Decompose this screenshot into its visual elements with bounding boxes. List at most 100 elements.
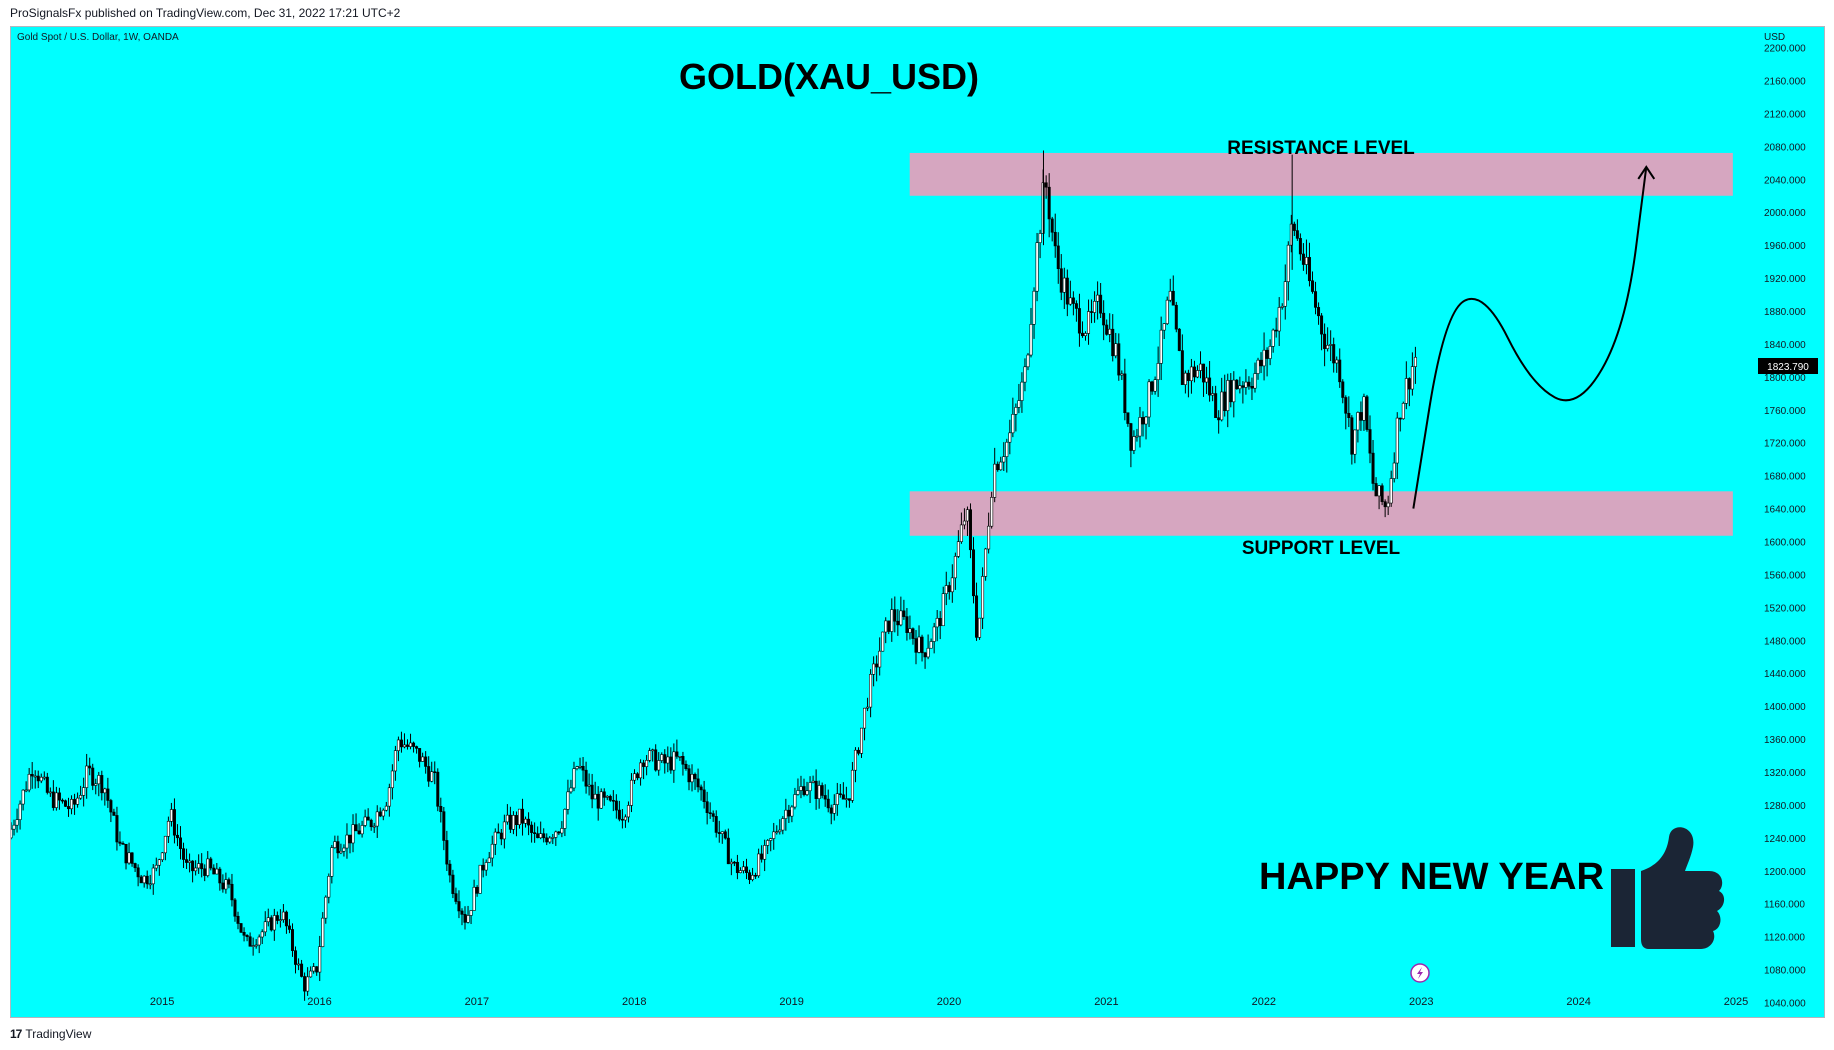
candle-body <box>684 763 688 769</box>
candle-body <box>935 617 939 628</box>
candle-body <box>324 896 328 919</box>
candle-body <box>530 824 534 833</box>
candle-body <box>1174 304 1178 330</box>
candle-body <box>496 831 500 834</box>
candle-body <box>185 859 189 863</box>
candle-body <box>508 814 512 830</box>
candle-body <box>1371 452 1375 484</box>
candle-body <box>354 824 358 832</box>
candle-body <box>993 463 997 498</box>
candle-body <box>757 853 761 877</box>
candle-body <box>881 631 885 652</box>
candle-body <box>287 925 291 930</box>
candle-body <box>254 944 258 947</box>
candle-body <box>590 784 594 800</box>
candle-body <box>409 742 413 747</box>
candle-body <box>1120 373 1124 376</box>
candle-body <box>42 776 46 779</box>
candle-body <box>799 786 803 791</box>
candle-body <box>118 841 122 844</box>
candle-body <box>1250 385 1254 389</box>
candle-body <box>666 756 670 764</box>
candle-body <box>1177 328 1181 351</box>
candle-body <box>1347 412 1351 418</box>
candle-body <box>887 620 891 632</box>
candle-body <box>1413 356 1417 367</box>
currency-label: USD <box>1764 32 1785 43</box>
candle-body <box>1377 485 1381 497</box>
candle-body <box>76 797 80 805</box>
y-tick-label: 1560.000 <box>1764 570 1806 581</box>
support-label: SUPPORT LEVEL <box>1242 538 1401 559</box>
candle-body <box>1350 417 1354 455</box>
y-tick-label: 1240.000 <box>1764 834 1806 845</box>
candle-body <box>1068 297 1072 305</box>
candle-body <box>309 970 313 978</box>
candle-body <box>841 794 845 800</box>
candle-body <box>808 782 812 792</box>
candle-body <box>829 807 833 814</box>
candle-body <box>124 843 128 864</box>
candle-body <box>1108 328 1112 335</box>
candle-body <box>73 799 77 805</box>
candle-body <box>763 845 767 860</box>
candle-body <box>1192 366 1196 378</box>
candle-body <box>67 806 71 810</box>
candle-body <box>962 520 966 526</box>
candle-body <box>1274 329 1278 332</box>
candle-body <box>1083 333 1087 337</box>
x-tick-label: 2018 <box>622 996 646 1008</box>
footer-brand-text: TradingView <box>25 1027 92 1041</box>
candle-body <box>178 837 182 849</box>
candle-body <box>297 963 301 966</box>
candle-body <box>457 901 461 912</box>
candle-body <box>1005 441 1009 457</box>
candle-body <box>1087 311 1091 334</box>
candle-body <box>1208 377 1212 396</box>
candle-body <box>505 814 509 823</box>
candle-body <box>306 976 310 992</box>
candle-body <box>130 852 134 864</box>
candle-body <box>1023 366 1027 383</box>
candle-body <box>1362 396 1366 421</box>
candle-body <box>732 861 736 864</box>
candle-body <box>203 868 207 876</box>
candle-body <box>524 818 528 824</box>
y-tick-label: 2200.000 <box>1764 44 1806 55</box>
candle-body <box>1398 417 1402 420</box>
candle-body <box>1304 257 1308 265</box>
candle-body <box>941 593 945 627</box>
candle-body <box>1114 343 1118 357</box>
candle-body <box>769 838 773 841</box>
candle-body <box>705 801 709 813</box>
candle-body <box>1129 423 1133 451</box>
candle-body <box>1280 305 1284 308</box>
candle-body <box>1271 329 1275 347</box>
candle-body <box>569 787 573 793</box>
candle-body <box>554 831 558 838</box>
candle-body <box>48 791 52 794</box>
candle-body <box>511 815 515 830</box>
candle-body <box>748 872 752 880</box>
text-layer: Gold Spot / U.S. Dollar, 1W, OANDA GOLD(… <box>17 32 1785 898</box>
candle-body <box>390 770 394 789</box>
candle-body <box>11 828 13 839</box>
chart-area[interactable]: 2200.000 2160.000 2120.000 2080.000 2040.000… <box>10 26 1825 1018</box>
candle-body <box>230 883 234 901</box>
candle-body <box>224 879 228 890</box>
candle-body <box>896 620 900 626</box>
footer-brand[interactable]: 17 TradingView <box>10 1027 91 1041</box>
candle-body <box>1314 291 1318 308</box>
price-chart[interactable]: 2200.000 2160.000 2120.000 2080.000 2040.000… <box>11 27 1826 1019</box>
candle-body <box>281 911 285 920</box>
candle-body <box>1026 354 1030 368</box>
candle-body <box>360 825 364 835</box>
candle-body <box>481 864 485 871</box>
candle-body <box>626 805 630 818</box>
projection-curve <box>1412 166 1648 509</box>
candle-body <box>648 750 652 761</box>
candle-body <box>660 754 664 761</box>
candle-body <box>536 833 540 839</box>
candle-body <box>1329 344 1333 346</box>
candle-body <box>681 756 685 765</box>
